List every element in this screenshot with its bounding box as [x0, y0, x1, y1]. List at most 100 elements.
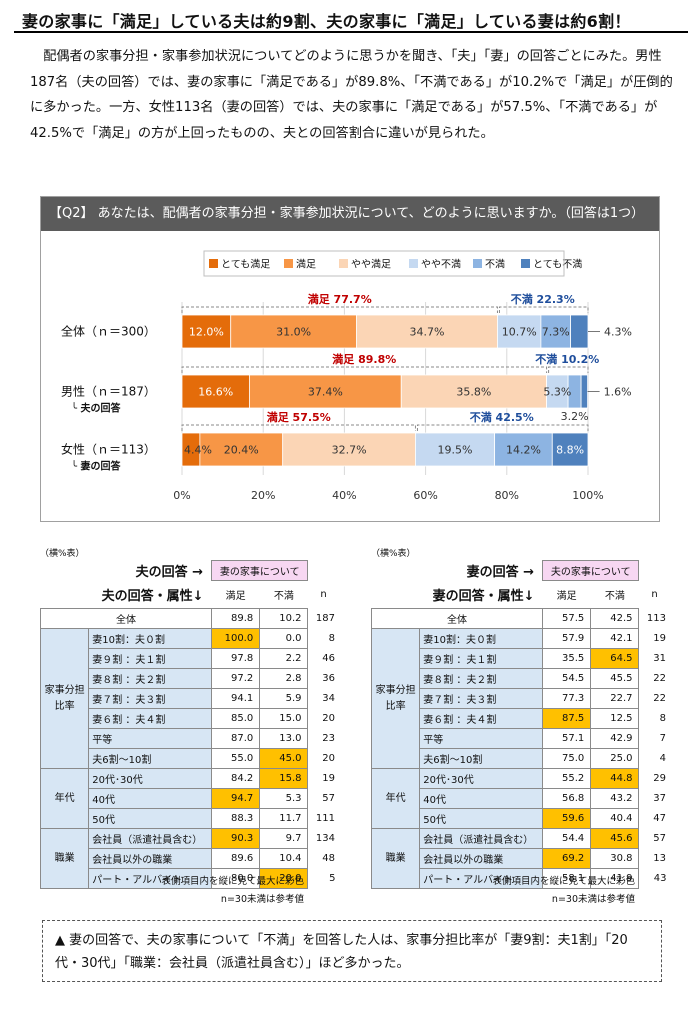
dissatisfied-total: 不満 10.2% [535, 352, 599, 366]
table-col-satisfied: 満足 [556, 591, 577, 602]
table-blank-cell [639, 561, 671, 581]
legend-swatch [209, 259, 218, 268]
table-cell-n: 111 [315, 813, 335, 824]
table-cell-dissatisfied: 0.0 [259, 628, 309, 649]
table-cell-n: 7 [659, 733, 666, 744]
bar-segment [400, 374, 547, 409]
table-cell-satisfied: 58.1 [541, 868, 592, 889]
table-cell-dissatisfied: 40.4 [590, 808, 640, 829]
table-cell-n: 20 [322, 713, 335, 724]
table-cell-n: 4 [659, 753, 666, 764]
bar-segment [199, 432, 284, 467]
table-row-label: パート・アルバイト [419, 868, 543, 889]
legend-label: やや不満 [421, 259, 461, 271]
table-cell-dissatisfied: 45.5 [590, 668, 640, 689]
legend-swatch [473, 259, 482, 268]
table-cell-dissatisfied: 9.7 [259, 828, 309, 849]
bar-segment [282, 432, 416, 467]
category-label: 男性（ｎ＝187） [61, 385, 156, 399]
table-cell-n: 19 [653, 633, 666, 644]
table-cell-satisfied: 84.2 [210, 768, 261, 789]
table-cell-n: 19 [322, 773, 335, 784]
x-tick-label: 0% [173, 489, 190, 502]
table-row-label: 妻10割：夫０割 [419, 628, 543, 649]
table-cell-n: 13 [653, 853, 666, 864]
table-row-label: 妻９割 ：夫１割 [419, 648, 543, 669]
table-cell-dissatisfied: 43.2 [590, 788, 640, 809]
left-table-unit: （横%表） [40, 549, 85, 559]
table-cell-satisfied: 88.3 [210, 808, 261, 829]
legend-label: とても不満 [533, 259, 582, 271]
table-row-label: 妻６割 ：夫４割 [88, 708, 212, 729]
data-label: 35.8% [456, 386, 491, 399]
table-cell-dissatisfied: 2.8 [259, 668, 309, 689]
data-label: 8.8% [556, 444, 584, 457]
satisfied-total: 満足 89.8% [332, 352, 396, 366]
x-tick-label: 100% [572, 489, 603, 502]
x-tick-label: 20% [251, 489, 275, 502]
table-cell-dissatisfied: 20.0 [259, 868, 309, 889]
bar-segment [570, 314, 589, 349]
table-cell-satisfied: 89.6 [210, 848, 261, 869]
table-cell-n: 8 [659, 713, 666, 724]
x-tick-label: 60% [413, 489, 437, 502]
legend-label: とても満足 [221, 259, 270, 271]
table-row-label: パート・アルバイト [88, 868, 212, 889]
table-cell-dissatisfied: 42.1 [590, 628, 640, 649]
table-group-label: 年代 [39, 768, 90, 829]
table-cell-satisfied: 87.0 [210, 728, 261, 749]
table-topic-header: 夫の家事について [541, 560, 640, 581]
table-cell-satisfied: 59.6 [541, 808, 592, 829]
table-cell-dissatisfied: 10.4 [259, 848, 309, 869]
table-col-n: n [320, 589, 327, 600]
table-row-label: 全体 [40, 608, 212, 629]
data-label: 3.2% [561, 410, 589, 423]
table-cell-dissatisfied: 42.9 [590, 728, 640, 749]
table-cell-n: 43 [653, 873, 667, 884]
table-cell-n: 36 [322, 673, 335, 684]
data-label: 14.2% [506, 444, 541, 457]
page-title: 妻の家事に「満足」している夫は約9割、夫の家事に「満足」している妻は約6割！ [22, 12, 631, 31]
table-cell-dissatisfied: 2.2 [259, 648, 309, 669]
wife-answer-table: 妻の回答 → 夫の家事について 妻の回答・属性↓ 満足 不満 n 全体 57.5 42.5 113… [370, 560, 671, 889]
table-row-label: 40代 [419, 788, 543, 809]
data-label: 4.4% [184, 444, 212, 457]
satisfied-bracket [181, 306, 498, 313]
table-cell-dissatisfied: 44.8 [590, 768, 640, 789]
table-cell-dissatisfied: 11.7 [259, 808, 309, 829]
table-row-label: 妻７割 ：夫３割 [88, 688, 212, 709]
table-group-label: 年代 [370, 768, 421, 829]
table-row-label: 会社員（派遣社員含む） [419, 828, 543, 849]
table-cell-n: 20 [322, 753, 335, 764]
bar-segment [540, 314, 571, 349]
table-cell-satisfied: 55.2 [541, 768, 592, 789]
table-cell-n: 187 [315, 613, 335, 624]
summary-note: ▲ 妻の回答で、夫の家事について「不満」を回答した人は、家事分担比率が「妻9割：… [42, 920, 662, 982]
table-cell-satisfied: 69.2 [541, 848, 592, 869]
table-group-label: 家事分担比率 [370, 628, 421, 769]
left-table-note-reference: n=30未満は参考値 [220, 894, 304, 905]
x-tick-label: 80% [495, 489, 519, 502]
table-row-label: 妻７割 ：夫３割 [419, 688, 543, 709]
legend-label: 満足 [296, 259, 316, 271]
table-cell-dissatisfied: 15.0 [259, 708, 309, 729]
table-cell-n: 57 [322, 793, 335, 804]
bar-segment [415, 432, 496, 467]
legend-label: やや満足 [351, 259, 391, 271]
table-cell-satisfied: 97.2 [210, 668, 261, 689]
table-row-label: 妻９割 ：夫１割 [88, 648, 212, 669]
dissatisfied-bracket [498, 306, 589, 313]
data-label: 10.7% [502, 326, 537, 339]
dissatisfied-bracket [416, 424, 589, 431]
table-row-label: 50代 [419, 808, 543, 829]
table-cell-satisfied: 90.3 [210, 828, 261, 849]
table-cell-dissatisfied: 15.8 [259, 768, 309, 789]
table-cell-dissatisfied: 25.0 [590, 748, 640, 769]
bar-segment [494, 432, 553, 467]
table-cell-satisfied: 94.7 [210, 788, 261, 809]
table-cell-n: 31 [653, 653, 666, 664]
table-cell-satisfied: 97.8 [210, 648, 261, 669]
table-cell-n: 8 [328, 633, 335, 644]
table-cell-n: 22 [653, 693, 666, 704]
table-cell-n: 113 [646, 613, 666, 624]
